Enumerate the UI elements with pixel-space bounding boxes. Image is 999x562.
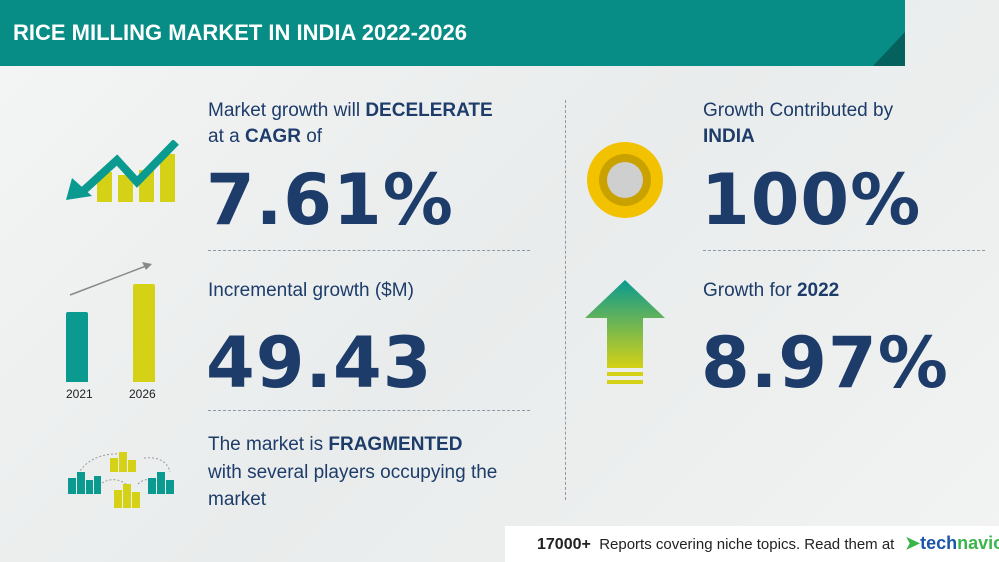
banner-fold (873, 32, 905, 66)
cagr-value: 7.61% (206, 159, 454, 241)
cagr-label: Market growth will DECELERATE (208, 100, 493, 121)
up-arrow-icon (585, 280, 665, 384)
buildings-network-icon (68, 452, 174, 508)
donut-icon (587, 142, 663, 218)
cagr-label-2: at a CAGR of (208, 126, 323, 147)
year-label-2021: 2021 (66, 387, 93, 401)
fragmented-label: The market is FRAGMENTED (208, 434, 463, 455)
year-label-2026: 2026 (129, 387, 156, 401)
contribution-label: Growth Contributed by (703, 100, 894, 121)
divider (208, 250, 530, 251)
declining-trend-bars-icon (66, 140, 179, 202)
fragmented-line3: market (208, 489, 267, 510)
technavio-logo[interactable]: ➤technavio (905, 533, 999, 553)
contribution-region: INDIA (703, 126, 755, 147)
incremental-value: 49.43 (206, 322, 433, 404)
contribution-value: 100% (701, 159, 922, 241)
yoy-value: 8.97% (701, 322, 949, 404)
growth-bar-icon (66, 262, 155, 382)
incremental-label: Incremental growth ($M) (208, 280, 414, 301)
vertical-divider (565, 100, 566, 500)
divider (703, 250, 985, 251)
yoy-label: Growth for 2022 (703, 280, 840, 301)
page-title: RICE MILLING MARKET IN INDIA 2022-2026 (13, 20, 467, 45)
footer-bar (505, 526, 999, 562)
footer-text: 17000+ Reports covering niche topics. Re… (537, 536, 895, 553)
fragmented-line2: with several players occupying the (208, 462, 498, 483)
divider (208, 410, 530, 411)
header-banner (0, 0, 905, 66)
